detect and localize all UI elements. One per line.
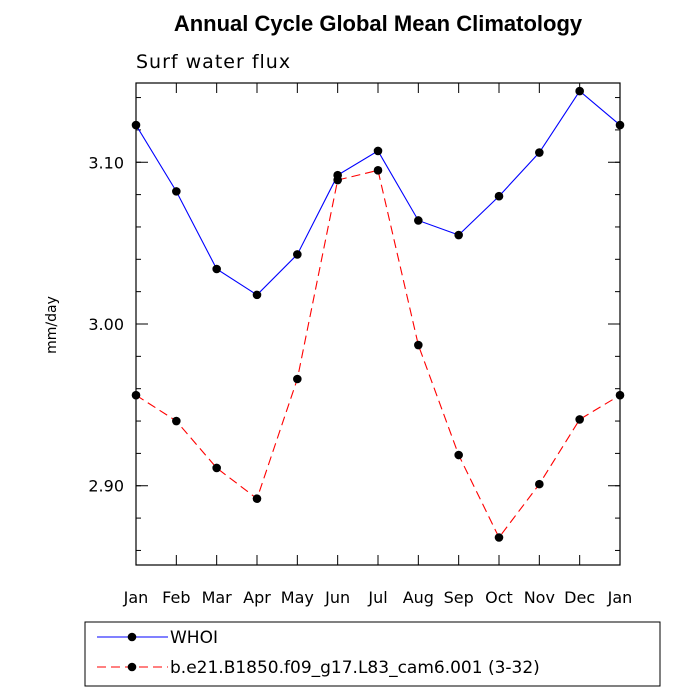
y-tick-labels: 2.90 3.00 3.10 bbox=[88, 153, 124, 495]
x-tick-label: Dec bbox=[564, 588, 595, 607]
data-point-series-0 bbox=[172, 187, 181, 196]
data-point-series-0 bbox=[535, 148, 544, 157]
x-tick-label: Sep bbox=[444, 588, 474, 607]
axis-ticks bbox=[135, 83, 621, 565]
data-point-series-0 bbox=[615, 120, 625, 130]
data-point-series-1 bbox=[373, 166, 383, 175]
x-tick-label: Apr bbox=[243, 588, 271, 607]
data-point-series-1 bbox=[212, 463, 221, 473]
data-point-series-0 bbox=[131, 120, 141, 130]
x-tick-label: Jul bbox=[367, 588, 387, 607]
data-point-series-1 bbox=[333, 175, 342, 185]
chart-subtitle: Surf water flux bbox=[136, 51, 291, 73]
data-point-series-0 bbox=[252, 290, 262, 300]
x-tick-label: Aug bbox=[403, 588, 434, 607]
y-tick-label: 3.00 bbox=[88, 315, 124, 334]
data-point-series-1 bbox=[131, 390, 141, 400]
series-line-0 bbox=[135, 90, 621, 296]
x-tick-label: Feb bbox=[162, 588, 190, 607]
x-tick-label: Jun bbox=[324, 588, 350, 607]
series-line-1 bbox=[135, 169, 621, 539]
data-point-series-0 bbox=[494, 191, 504, 201]
x-tick-label: Jan bbox=[607, 588, 633, 607]
data-point-series-1 bbox=[252, 494, 262, 503]
data-point-series-1 bbox=[494, 533, 504, 542]
legend-label-0: WHOI bbox=[170, 628, 218, 648]
chart-title: Annual Cycle Global Mean Climatology bbox=[174, 11, 583, 36]
legend-label-1: b.e21.B1850.f09_g17.L83_cam6.001 (3-32) bbox=[170, 658, 540, 678]
data-point-series-1 bbox=[615, 390, 625, 400]
x-tick-label: Jan bbox=[123, 588, 149, 607]
data-point-series-0 bbox=[212, 264, 221, 274]
x-tick-label: Mar bbox=[202, 588, 233, 607]
data-point-series-0 bbox=[575, 86, 584, 96]
data-point-series-1 bbox=[575, 415, 584, 424]
data-point-series-0 bbox=[454, 230, 463, 240]
data-point-series-1 bbox=[414, 340, 423, 350]
y-tick-label: 3.10 bbox=[88, 153, 124, 172]
x-tick-labels: Jan Feb Mar Apr May Jun Jul Aug Sep Oct Nov Dec Jan bbox=[123, 588, 633, 607]
legend-marker-1 bbox=[127, 662, 137, 672]
plot-frame bbox=[135, 82, 621, 566]
data-point-series-0 bbox=[414, 216, 423, 225]
legend-marker-0 bbox=[127, 632, 137, 642]
y-tick-label: 2.90 bbox=[88, 477, 124, 496]
x-tick-label: Nov bbox=[524, 588, 555, 607]
data-point-series-1 bbox=[172, 416, 181, 426]
x-tick-label: Oct bbox=[485, 588, 513, 607]
data-point-series-1 bbox=[454, 450, 463, 460]
data-point-series-0 bbox=[373, 146, 383, 156]
legend-box bbox=[84, 621, 661, 687]
data-point-series-0 bbox=[293, 250, 302, 259]
x-tick-label: May bbox=[281, 588, 314, 607]
data-point-series-1 bbox=[293, 374, 302, 384]
data-point-series-1 bbox=[535, 479, 544, 489]
y-axis-label: mm/day bbox=[44, 296, 60, 354]
legend: WHOI b.e21.B1850.f09_g17.L83_cam6.001 (3-… bbox=[97, 628, 540, 678]
series-layer bbox=[131, 86, 625, 542]
